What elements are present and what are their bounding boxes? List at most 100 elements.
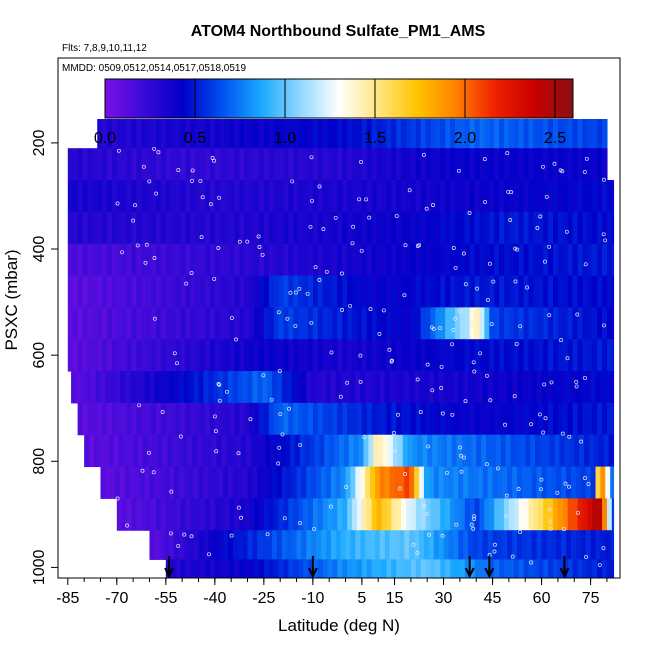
heatmap-cell [419,466,425,499]
heatmap-cell [244,339,250,372]
heatmap-cell [459,211,466,245]
heatmap-cell [464,498,471,531]
heatmap-cell [513,148,520,181]
heatmap-cell [562,148,569,181]
heatmap-cell [263,180,270,213]
heatmap-cell [518,211,525,245]
sample-point [276,310,281,315]
heatmap-cell [587,339,593,372]
heatmap-cell [205,119,211,149]
heatmap-cell [278,402,285,436]
heatmap-cell [592,339,598,372]
heatmap-cell [489,339,495,372]
heatmap-cell [164,371,170,404]
heatmap-cell [160,307,167,340]
heatmap-cell [553,119,559,149]
heatmap-cell [332,119,338,149]
heatmap-cell [582,275,588,308]
heatmap-cell [409,466,415,499]
heatmap-cell [487,466,494,499]
sample-point [236,505,241,510]
sample-point [265,532,270,537]
sample-point [559,338,564,343]
heatmap-cell [454,243,461,277]
heatmap-cell [254,180,260,213]
heatmap-cell [410,307,417,340]
heatmap-cell [87,307,93,340]
heatmap-cell [257,530,263,560]
heatmap-cell [126,119,133,149]
heatmap-cell [572,119,579,149]
heatmap-cell [141,498,147,531]
heatmap-cell [450,243,456,277]
heatmap-cell [154,530,160,560]
sample-point [454,522,459,527]
heatmap-cell [121,402,128,436]
sample-point [309,320,314,325]
heatmap-cell [360,530,366,560]
sample-point [597,562,602,567]
heatmap-cell [386,339,392,372]
heatmap-cell [263,498,270,531]
heatmap-cell [254,211,260,245]
heatmap-cell [255,434,262,468]
heatmap-cell [464,243,471,277]
heatmap-cell [580,530,587,560]
heatmap-cell [185,559,191,579]
heatmap-cell [229,498,236,531]
heatmap-cell [90,371,97,404]
sample-point [582,375,587,380]
heatmap-cell [337,559,343,579]
colorbar-tick-label: 0.5 [184,130,206,147]
heatmap-cell [464,211,471,245]
heatmap-cell [489,275,495,308]
heatmap-cell [464,402,471,436]
heatmap-cell [548,402,554,436]
heatmap-cell [152,434,159,468]
heatmap-cell [224,402,231,436]
sample-point [359,248,364,253]
heatmap-cell [159,466,165,499]
heatmap-cell [471,434,477,468]
heatmap-cell [526,466,533,499]
heatmap-cell [239,339,245,372]
heatmap-cell [441,434,448,468]
heatmap-cell [293,559,299,579]
heatmap-cell [474,339,481,372]
heatmap-cell [370,530,376,560]
heatmap-cell [307,307,314,340]
heatmap-cell [476,434,482,468]
heatmap-cell [131,119,138,149]
heatmap-cell [214,119,221,149]
heatmap-cell [219,119,226,149]
heatmap-cell [415,275,422,308]
heatmap-cell [562,307,569,340]
heatmap-cell [218,530,224,560]
heatmap-cell [401,275,407,308]
sample-point [137,403,142,408]
heatmap-cell [420,307,427,340]
heatmap-cell [494,275,500,308]
heatmap-cell [582,243,588,277]
heatmap-cell [499,275,505,308]
heatmap-cell [535,434,541,468]
sample-point [234,337,238,342]
heatmap-cell [229,211,236,245]
heatmap-cell [435,211,441,245]
sample-point [135,243,140,248]
sample-point [176,543,181,548]
heatmap-cell [557,180,564,213]
heatmap-cell [523,275,530,308]
heatmap-cell [275,434,281,468]
heatmap-cell [273,339,280,372]
sample-point [189,534,194,539]
heatmap-cell [257,371,263,404]
sample-point [257,245,262,249]
y-tick-label: 1000 [31,549,48,585]
heatmap-cell [572,180,579,213]
heatmap-cell [126,211,133,245]
heatmap-cell [281,371,288,404]
heatmap-cell [82,243,89,277]
heatmap-cell [548,339,554,372]
heatmap-cell [200,148,206,181]
